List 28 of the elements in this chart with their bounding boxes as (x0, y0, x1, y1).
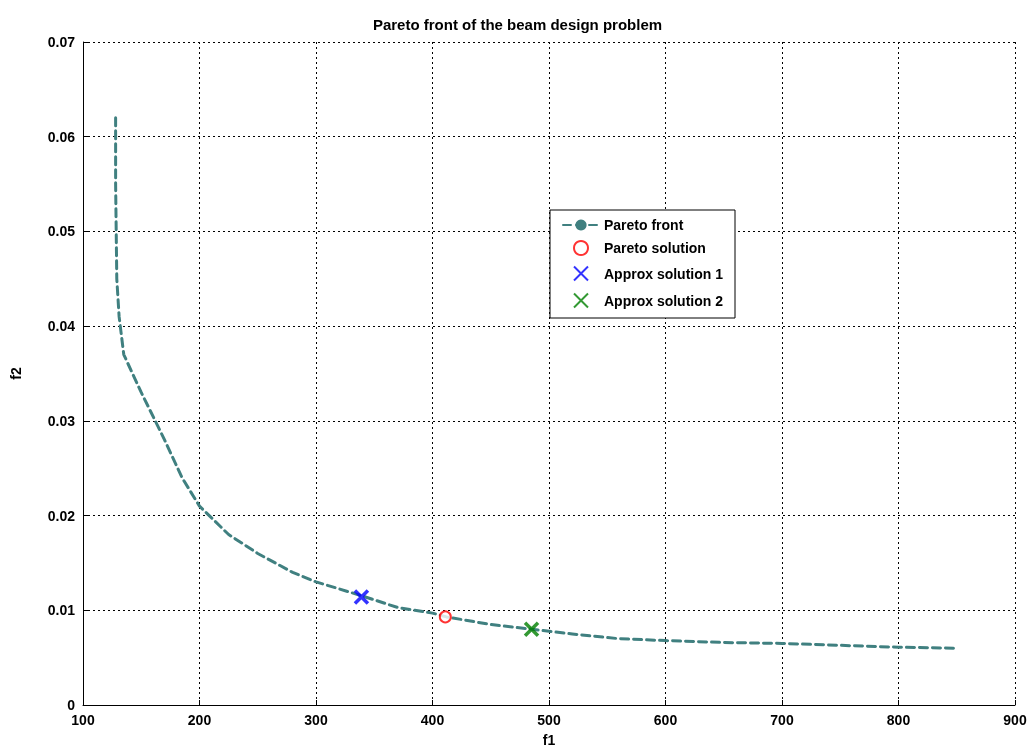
y-tick-label: 0.06 (47, 128, 76, 145)
point (523, 620, 540, 638)
y-tick-label: 0.05 (47, 223, 76, 240)
x-tick-label: 400 (420, 712, 445, 728)
x-tick-label: 300 (304, 712, 328, 728)
y-tick-label: 0.07 (47, 34, 76, 50)
x-tick-label: 900 (1003, 712, 1027, 728)
y-axis-title: f2 (8, 367, 24, 380)
x-tick-label: 800 (886, 712, 911, 728)
y-tick-label: 0 (67, 697, 76, 713)
x-tick-label: 700 (770, 712, 794, 728)
x-axis-title: f1 (542, 732, 556, 748)
x-tick-label: 200 (187, 712, 212, 728)
legend-label: Pareto solution (604, 240, 706, 256)
chart-title: Pareto front of the beam design problem (372, 16, 663, 33)
x-tick-label: 600 (653, 712, 678, 728)
line-series (114, 116, 956, 650)
point (353, 588, 370, 606)
legend-label: Approx solution 2 (604, 292, 724, 309)
x-tick-label: 100 (71, 712, 95, 728)
legend-label: Pareto front (604, 217, 684, 233)
point (438, 610, 452, 624)
y-tick-label: 0.01 (47, 602, 76, 619)
y-tick-label: 0.04 (47, 318, 76, 335)
legend-label: Approx solution 1 (604, 265, 724, 282)
y-tick-label: 0.03 (47, 412, 76, 429)
x-tick-label: 500 (537, 712, 561, 728)
y-tick-label: 0.02 (47, 507, 76, 524)
